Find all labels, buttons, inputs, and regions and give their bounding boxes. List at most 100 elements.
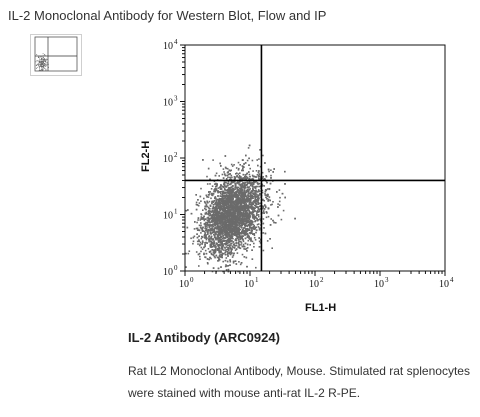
data-point bbox=[249, 212, 252, 215]
data-point bbox=[257, 219, 260, 221]
data-point bbox=[208, 191, 210, 193]
data-point bbox=[242, 196, 244, 198]
data-point bbox=[205, 236, 208, 239]
data-point bbox=[224, 219, 226, 222]
data-point bbox=[261, 191, 264, 194]
data-point bbox=[222, 168, 225, 170]
y-tick-label: 10 bbox=[163, 211, 173, 222]
data-point bbox=[266, 181, 268, 184]
data-point bbox=[243, 200, 246, 202]
thumb-point bbox=[38, 66, 40, 68]
data-point bbox=[231, 165, 234, 167]
thumb-point bbox=[45, 66, 47, 67]
thumb-point bbox=[45, 60, 47, 61]
thumb-point bbox=[40, 70, 42, 71]
data-point bbox=[226, 242, 229, 244]
data-point bbox=[217, 187, 220, 189]
data-point bbox=[239, 216, 241, 219]
data-point bbox=[239, 232, 242, 234]
data-point bbox=[217, 199, 219, 201]
data-point bbox=[216, 219, 218, 221]
data-point bbox=[216, 198, 218, 201]
data-point bbox=[238, 192, 240, 195]
x-tick-exponent: 3 bbox=[385, 276, 389, 284]
data-point bbox=[204, 233, 206, 236]
thumb-point bbox=[38, 56, 39, 58]
data-point bbox=[229, 210, 232, 213]
data-point bbox=[187, 209, 189, 211]
data-point bbox=[233, 216, 235, 219]
data-point bbox=[233, 193, 236, 196]
data-point bbox=[241, 197, 243, 199]
data-point bbox=[263, 185, 265, 187]
data-point bbox=[221, 240, 223, 243]
data-point bbox=[221, 199, 224, 202]
data-point bbox=[230, 208, 233, 211]
data-point bbox=[242, 221, 244, 224]
data-point bbox=[244, 176, 246, 178]
data-point bbox=[253, 201, 256, 203]
data-point bbox=[238, 224, 240, 227]
data-point bbox=[251, 196, 254, 198]
data-point bbox=[242, 220, 244, 222]
data-point bbox=[228, 244, 231, 247]
data-point bbox=[239, 190, 242, 193]
data-point bbox=[240, 191, 242, 194]
data-point bbox=[252, 206, 254, 208]
data-point bbox=[250, 223, 252, 226]
data-point bbox=[265, 189, 268, 191]
data-point bbox=[267, 168, 270, 171]
data-point bbox=[209, 213, 212, 215]
x-tick-label: 10 bbox=[179, 279, 189, 290]
data-point bbox=[232, 241, 235, 243]
data-point bbox=[218, 256, 220, 259]
data-point bbox=[214, 183, 216, 185]
data-point bbox=[223, 217, 226, 220]
data-point bbox=[243, 212, 245, 214]
data-point bbox=[211, 192, 213, 195]
data-point bbox=[238, 247, 241, 249]
data-point bbox=[234, 245, 236, 247]
data-point bbox=[251, 221, 253, 224]
data-point bbox=[185, 266, 187, 268]
data-point bbox=[253, 242, 255, 245]
data-point bbox=[223, 215, 225, 217]
data-point bbox=[210, 237, 212, 239]
data-point bbox=[215, 227, 217, 229]
data-point bbox=[230, 182, 233, 184]
data-point bbox=[244, 162, 247, 164]
data-point bbox=[263, 178, 266, 180]
data-point bbox=[276, 191, 278, 193]
data-point bbox=[224, 226, 227, 228]
data-point bbox=[246, 199, 248, 202]
data-point bbox=[252, 197, 254, 199]
data-point bbox=[205, 229, 208, 231]
data-point bbox=[250, 197, 252, 200]
data-point bbox=[244, 210, 247, 212]
data-point bbox=[238, 167, 240, 170]
data-point bbox=[249, 195, 251, 197]
data-point bbox=[247, 191, 250, 193]
data-point bbox=[199, 241, 202, 244]
data-point bbox=[238, 182, 240, 184]
data-point bbox=[252, 227, 255, 230]
data-point bbox=[202, 216, 205, 219]
data-point bbox=[224, 253, 227, 256]
data-point bbox=[225, 207, 228, 209]
data-point bbox=[224, 201, 227, 204]
data-point bbox=[244, 248, 247, 250]
data-point bbox=[196, 229, 199, 231]
data-point bbox=[235, 242, 237, 244]
data-point bbox=[211, 194, 213, 196]
data-point bbox=[256, 159, 258, 161]
data-point bbox=[258, 215, 260, 218]
data-point bbox=[228, 211, 231, 214]
data-point bbox=[242, 165, 244, 168]
thumbnail-image[interactable] bbox=[30, 34, 82, 76]
data-point bbox=[196, 240, 199, 243]
data-point bbox=[205, 194, 208, 197]
data-point bbox=[209, 204, 212, 207]
data-point bbox=[244, 184, 246, 186]
data-point bbox=[278, 189, 281, 191]
data-point bbox=[258, 227, 261, 229]
